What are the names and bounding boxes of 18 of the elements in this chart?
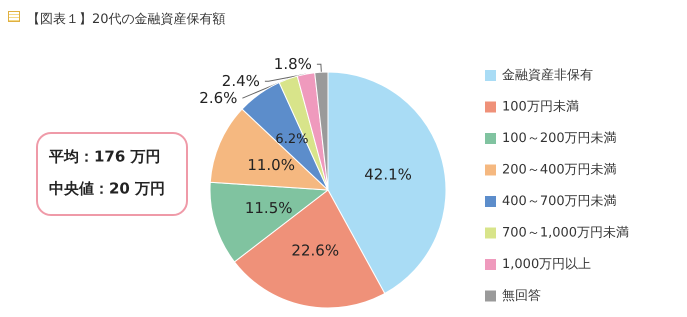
data-label: 2.4% xyxy=(222,72,260,90)
data-label: 42.1% xyxy=(364,166,412,184)
data-label: 1.8% xyxy=(274,55,312,74)
data-label: 11.0% xyxy=(247,156,295,174)
legend-label: 200～400万円未満 xyxy=(502,162,617,178)
legend-label: 金融資産非保有 xyxy=(502,67,593,83)
legend-label: 100万円未満 xyxy=(502,100,579,114)
legend-label: 1,000万円以上 xyxy=(502,257,592,272)
legend-label: 400～700万円未満 xyxy=(502,194,617,209)
chart-title: 【図表１】20代の金融資産保有額 xyxy=(27,11,226,27)
data-label: 11.5% xyxy=(244,199,292,218)
text: 中央値：20 万円 xyxy=(49,180,166,198)
text: 平均：176 万円 xyxy=(48,148,161,166)
legend-label: 100～200万円未満 xyxy=(502,131,617,146)
data-label: 22.6% xyxy=(291,242,340,260)
legend-label: 無回答 xyxy=(502,288,541,304)
data-label: 2.6% xyxy=(199,89,238,108)
legend-label: 700～1,000万円未満 xyxy=(502,226,630,240)
